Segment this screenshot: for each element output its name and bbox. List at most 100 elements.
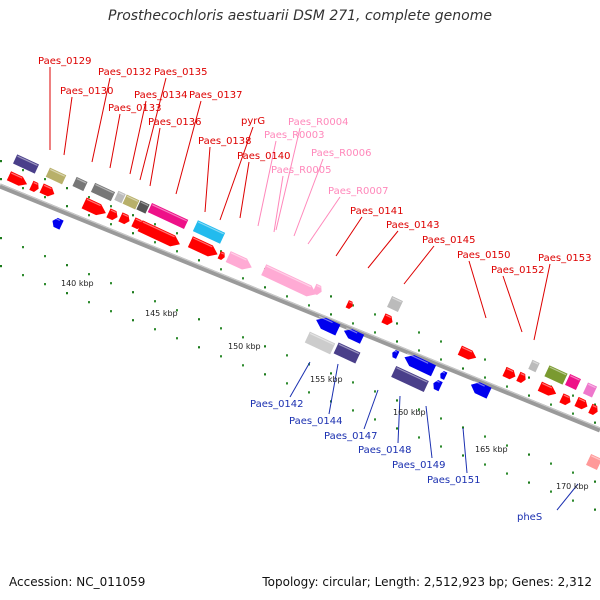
leader-line — [307, 196, 341, 245]
gene-label: Paes_0129 — [38, 56, 92, 67]
gene-label: Paes_0149 — [392, 460, 446, 471]
feature-box — [45, 167, 67, 185]
feature-box-gloss — [126, 195, 139, 202]
scale-label: 150 kbp — [228, 342, 261, 351]
gene-label: Paes_0134 — [134, 90, 188, 101]
forward-gene — [118, 212, 130, 225]
guide-dot — [352, 381, 354, 384]
rna-gene-shape — [312, 283, 322, 296]
forward-gene-gloss — [592, 405, 597, 408]
guide-dot — [220, 327, 222, 330]
gene-label: Paes_R0004 — [288, 117, 348, 128]
forward-gene-shape — [574, 396, 588, 410]
guide-dot — [374, 313, 376, 316]
feature-box-shape — [192, 220, 226, 244]
gene-label: Paes_0135 — [154, 67, 208, 78]
gene-features — [6, 154, 600, 470]
forward-gene-gloss — [385, 314, 392, 319]
feature-box-shape — [391, 365, 429, 393]
leader-line — [273, 175, 284, 233]
rna-gene-shape — [261, 264, 317, 297]
reverse-gene-gloss — [393, 350, 398, 353]
reverse-gene-gloss — [407, 353, 429, 364]
forward-gene-shape — [81, 197, 106, 216]
forward-gene-gloss — [122, 213, 129, 218]
guide-dot — [154, 328, 156, 331]
forward-gene — [457, 345, 477, 360]
guide-dot — [286, 382, 288, 385]
feature-box — [586, 454, 600, 470]
topology-text: Topology: circular; Length: 2,512,923 bp… — [262, 575, 592, 589]
forward-gene — [137, 220, 180, 247]
feature-box — [13, 154, 39, 174]
guide-dot — [286, 295, 288, 298]
leader-line — [275, 127, 301, 231]
feature-box-gloss — [532, 361, 539, 365]
guide-dot — [550, 490, 552, 493]
guide-dot — [198, 346, 200, 349]
guide-dot — [154, 300, 156, 303]
forward-gene-shape — [217, 251, 225, 261]
feature-box — [192, 220, 226, 244]
forward-gene — [381, 313, 393, 326]
guide-dot — [396, 322, 398, 325]
accession-text: Accession: NC_011059 — [9, 575, 146, 589]
guide-dot — [440, 445, 442, 448]
guide-dot — [550, 462, 552, 465]
guide-dot — [66, 187, 68, 190]
reverse-gene-gloss — [473, 380, 485, 387]
guide-dot — [242, 336, 244, 339]
feature-box — [387, 296, 403, 312]
guide-dot — [22, 187, 24, 190]
guide-dot — [242, 364, 244, 367]
forward-gene-gloss — [135, 218, 142, 223]
gene-label: Paes_0148 — [358, 445, 412, 456]
guide-dot — [462, 426, 464, 429]
guide-dot — [220, 268, 222, 271]
backbone-dots — [0, 160, 596, 511]
gene-label: Paes_0138 — [198, 136, 252, 147]
guide-dot — [176, 232, 178, 235]
reverse-gene-shape — [392, 349, 400, 359]
scale-label: 140 kbp — [61, 279, 94, 288]
gene-label: Paes_0150 — [457, 250, 511, 261]
gene-label: Paes_0144 — [289, 416, 343, 427]
guide-dot — [396, 340, 398, 343]
reverse-gene-gloss — [54, 217, 61, 222]
feature-box-shape — [586, 454, 600, 470]
leader-line — [219, 126, 254, 221]
leader-line — [175, 100, 202, 195]
reverse-gene-shape — [343, 329, 365, 344]
feature-box-gloss — [140, 201, 149, 207]
feature-box — [544, 365, 568, 385]
backbone-highlight — [0, 183, 600, 429]
guide-dot — [0, 265, 2, 268]
forward-gene-gloss — [348, 301, 353, 304]
gene-label: Paes_0133 — [108, 103, 162, 114]
gene-label: Paes_0130 — [60, 86, 114, 97]
feature-box-gloss — [591, 455, 600, 461]
feature-box-gloss — [95, 184, 114, 194]
forward-gene-shape — [131, 217, 143, 230]
forward-gene — [81, 197, 106, 216]
feature-box — [391, 365, 429, 393]
reverse-gene-shape — [433, 379, 443, 392]
guide-dot — [66, 292, 68, 295]
reverse-gene — [404, 353, 437, 377]
forward-gene — [502, 366, 516, 380]
guide-dot — [110, 282, 112, 285]
guide-dot — [528, 376, 530, 379]
guide-dot — [572, 412, 574, 415]
gene-label: Paes_R0005 — [271, 165, 331, 176]
forward-gene-shape — [118, 212, 130, 225]
forward-gene — [39, 183, 55, 197]
gene-label: Paes_R0006 — [311, 148, 371, 159]
leader-line — [204, 146, 211, 213]
guide-dot — [308, 304, 310, 307]
guide-dot — [572, 499, 574, 502]
guide-dot — [308, 391, 310, 394]
rna-gene — [261, 264, 317, 297]
guide-dot — [506, 444, 508, 447]
forward-gene — [106, 208, 118, 221]
feature-box-shape — [122, 194, 140, 210]
